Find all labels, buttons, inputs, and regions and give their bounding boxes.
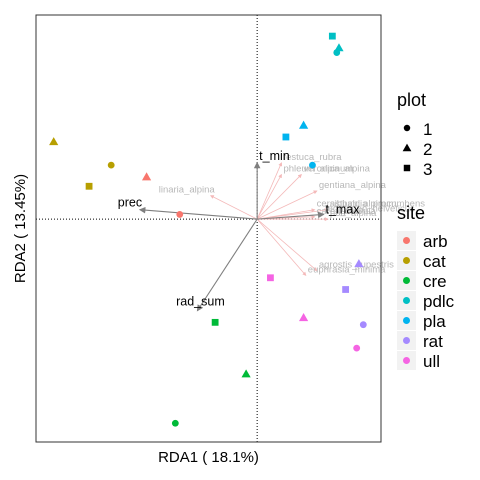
site-point-pdlc-plot-1: [333, 49, 340, 56]
site-point-rat-plot-3: [342, 286, 349, 293]
site-point-arb-plot-1: [176, 211, 183, 218]
y-axis-title: RDA2 ( 13.45%): [12, 174, 29, 283]
legend-key-plot-2: [403, 144, 412, 152]
species-label: linaria_alpina: [159, 185, 216, 196]
legend-key-plot-1: [404, 125, 410, 131]
legend-label-site-arb: arb: [423, 232, 448, 251]
legend-key-site-cat: [403, 257, 410, 264]
legend-label-site-rat: rat: [423, 332, 443, 351]
legend-key-site-arb: [403, 237, 410, 244]
legend-title-plot: plot: [397, 90, 426, 110]
legend-key-site-rat: [403, 337, 410, 344]
site-point-pla-plot-3: [283, 134, 290, 141]
legend-title-site: site: [397, 203, 425, 223]
site-point-cat-plot-1: [108, 162, 115, 169]
species-label: festuca_rubra: [283, 152, 342, 163]
site-point-rat-plot-1: [360, 321, 367, 328]
species-label: gentiana_alpina: [319, 180, 387, 191]
legend-label-plot-1: 1: [423, 120, 432, 139]
legend-key-site-ull: [403, 357, 410, 364]
env-label-t-min: t_min: [259, 149, 290, 163]
env-label-prec: prec: [118, 196, 142, 210]
legend-label-site-pla: pla: [423, 312, 446, 331]
panel-background: [36, 15, 381, 442]
species-label: euphrasia_minima: [308, 264, 386, 275]
env-label-t-max: t_max: [326, 202, 361, 216]
site-point-pla-plot-1: [309, 162, 316, 169]
site-point-ull-plot-1: [353, 345, 360, 352]
legend-key-site-pdlc: [403, 297, 410, 304]
legend-label-site-pdlc: pdlc: [423, 292, 455, 311]
site-point-pdlc-plot-3: [329, 33, 336, 40]
legend-label-site-ull: ull: [423, 352, 440, 371]
x-axis-title: RDA1 ( 18.1%): [158, 449, 259, 466]
site-point-ull-plot-3: [267, 274, 274, 281]
legend-label-plot-2: 2: [423, 140, 432, 159]
legend-key-site-pla: [403, 317, 410, 324]
legend-label-plot-3: 3: [423, 160, 432, 179]
site-point-cre-plot-3: [212, 319, 219, 326]
legend-key-site-cre: [403, 277, 410, 284]
legend-label-site-cat: cat: [423, 252, 446, 271]
legend-key-plot-3: [404, 165, 410, 171]
legend-label-site-cre: cre: [423, 272, 447, 291]
site-point-cat-plot-3: [86, 183, 93, 190]
site-point-cre-plot-1: [172, 420, 179, 427]
env-label-rad-sum: rad_sum: [176, 295, 225, 309]
